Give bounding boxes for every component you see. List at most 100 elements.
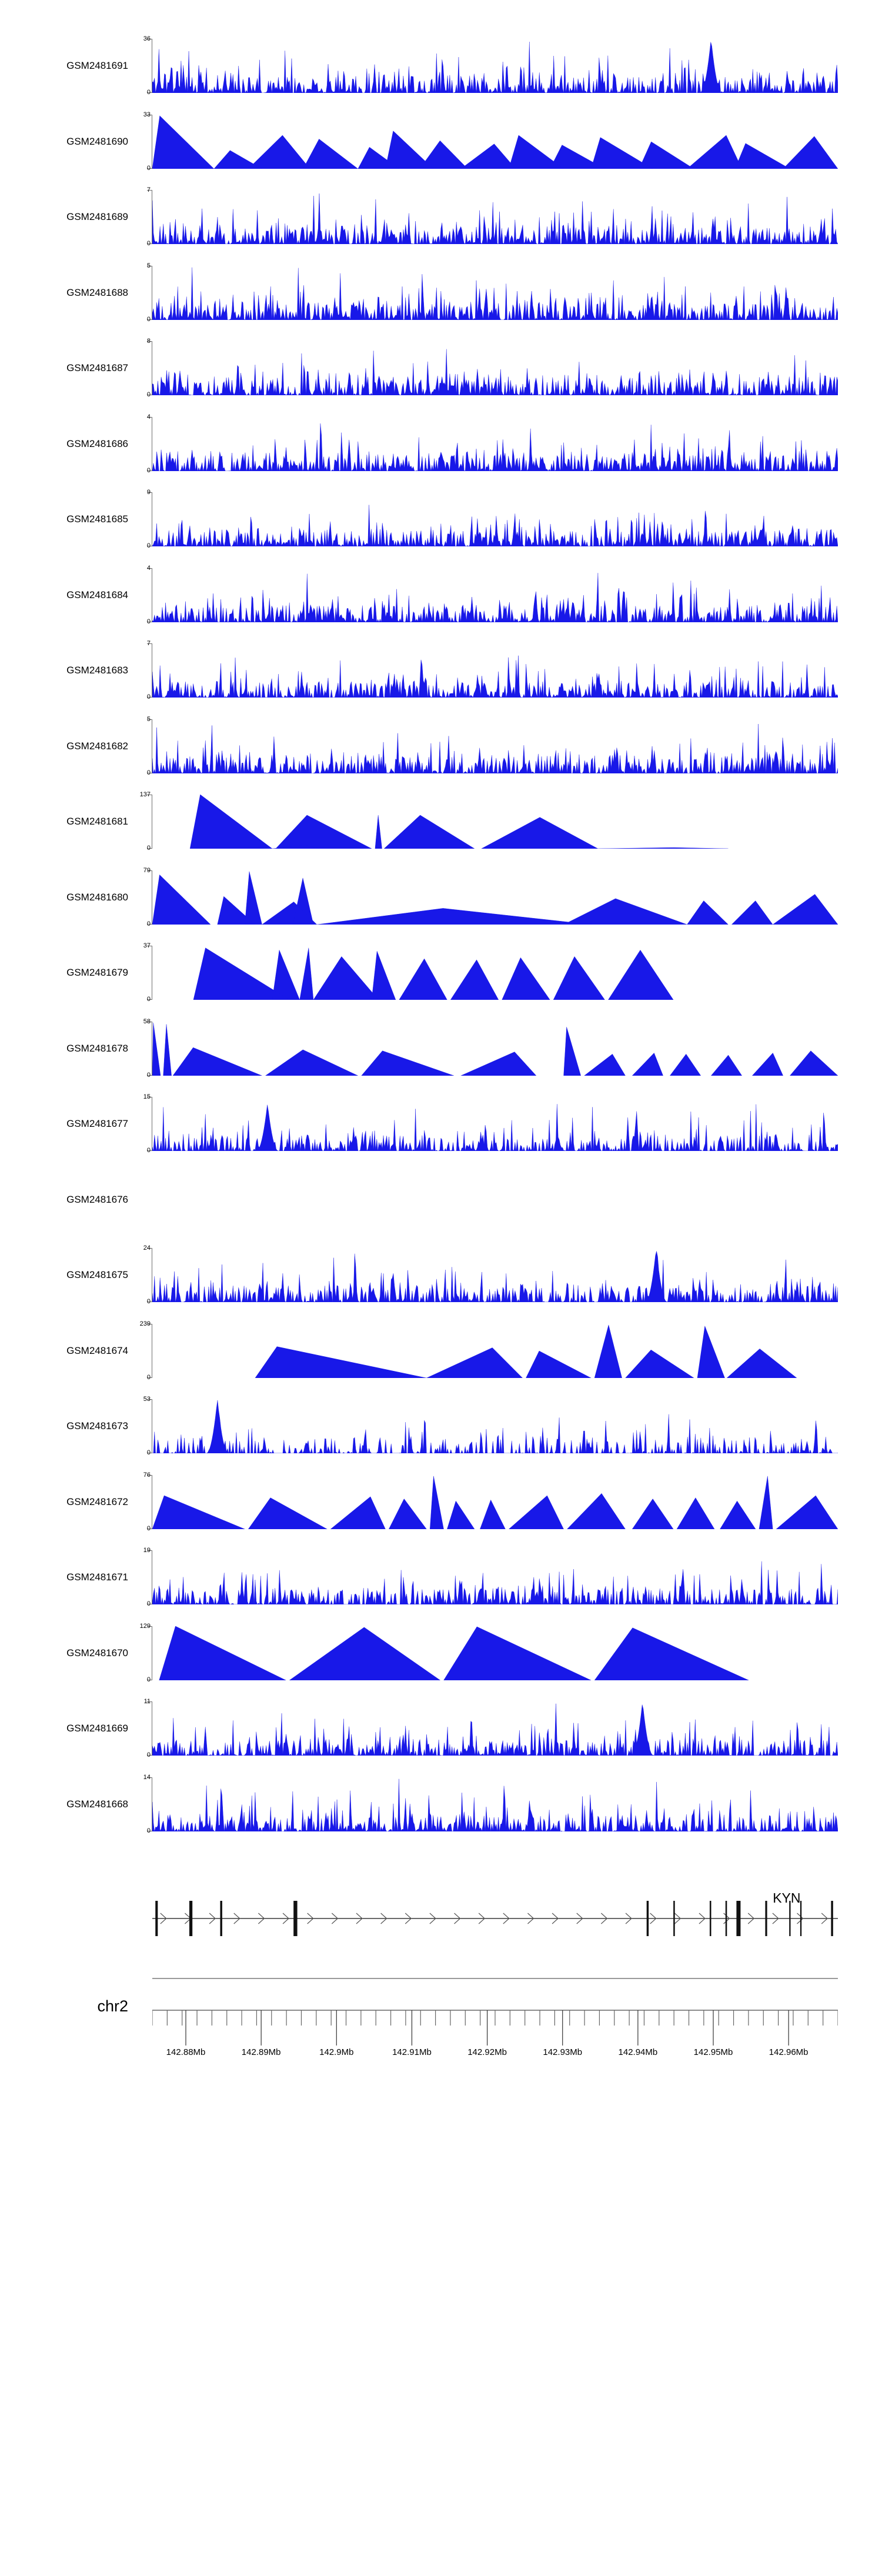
coverage-area	[152, 505, 838, 546]
coverage-plot[interactable]	[152, 1399, 838, 1453]
coverage-plot[interactable]	[152, 870, 838, 925]
strand-arrow-icon	[478, 1913, 486, 1924]
strand-arrow-icon	[625, 1913, 632, 1924]
coverage-plot[interactable]	[152, 1626, 838, 1680]
coverage-plot[interactable]	[152, 115, 838, 169]
track-label-gsm2481690[interactable]: GSM2481690	[66, 135, 128, 147]
gene-model-track[interactable]	[152, 1883, 838, 1954]
strand-arrow-icon	[821, 1913, 828, 1924]
track-label-gsm2481689[interactable]: GSM2481689	[66, 211, 128, 222]
y-axis-min-label: 0	[146, 845, 151, 852]
coverage-plot[interactable]	[152, 795, 838, 849]
y-axis-max-label: 4	[146, 564, 151, 572]
y-axis-max-label: 11	[143, 1698, 151, 1705]
track-row: GSM2481674 239 0	[0, 1320, 882, 1381]
track-label-gsm2481678[interactable]: GSM2481678	[66, 1042, 128, 1054]
strand-arrow-icon	[160, 1913, 167, 1924]
gene-exon[interactable]	[765, 1901, 767, 1936]
track-label-gsm2481675[interactable]: GSM2481675	[66, 1269, 128, 1280]
coverage-plot[interactable]	[152, 1475, 838, 1529]
y-axis-min-label: 0	[146, 164, 151, 172]
gene-exon[interactable]	[155, 1901, 158, 1936]
track-label-gsm2481683[interactable]: GSM2481683	[66, 665, 128, 676]
coverage-plot[interactable]	[152, 568, 838, 622]
y-axis-min-label: 0	[146, 693, 151, 700]
y-axis-min-label: 0	[146, 920, 151, 927]
gene-exon[interactable]	[800, 1901, 802, 1936]
gene-exon[interactable]	[709, 1901, 711, 1936]
coverage-plot[interactable]	[152, 1248, 838, 1302]
coverage-plot[interactable]	[152, 492, 838, 546]
strand-arrow-icon	[552, 1913, 559, 1924]
coverage-area	[152, 1703, 838, 1756]
track-y-axis: 33 0	[128, 111, 159, 172]
track-label-gsm2481672[interactable]: GSM2481672	[66, 1496, 128, 1507]
y-axis-min-label: 0	[146, 466, 151, 474]
y-axis-max-label: 24	[143, 1244, 151, 1252]
gene-exon[interactable]	[189, 1901, 193, 1936]
y-axis-min-label: 0	[146, 1449, 151, 1456]
track-label-gsm2481674[interactable]: GSM2481674	[66, 1344, 128, 1356]
gene-exon[interactable]	[725, 1901, 727, 1936]
track-label-gsm2481676[interactable]: GSM2481676	[66, 1193, 128, 1205]
track-label-gsm2481670[interactable]: GSM2481670	[66, 1647, 128, 1659]
coverage-plot[interactable]	[152, 341, 838, 395]
coverage-area	[189, 795, 729, 849]
coverage-plot[interactable]	[152, 1097, 838, 1151]
track-label-gsm2481687[interactable]: GSM2481687	[66, 362, 128, 373]
track-row: GSM2481681 137 0	[0, 791, 882, 852]
track-label-gsm2481685[interactable]: GSM2481685	[66, 513, 128, 525]
strand-arrow-icon	[258, 1913, 265, 1924]
strand-arrow-icon	[356, 1913, 363, 1924]
y-axis-tick-max	[147, 1248, 152, 1249]
track-label-gsm2481681[interactable]: GSM2481681	[66, 816, 128, 827]
track-label-gsm2481691[interactable]: GSM2481691	[66, 60, 128, 71]
track-label-gsm2481682[interactable]: GSM2481682	[66, 740, 128, 752]
gene-exon[interactable]	[736, 1901, 741, 1936]
track-label-gsm2481673[interactable]: GSM2481673	[66, 1420, 128, 1432]
coverage-plot[interactable]	[152, 39, 838, 93]
gene-exon[interactable]	[673, 1901, 675, 1936]
track-label-gsm2481671[interactable]: GSM2481671	[66, 1571, 128, 1583]
track-label-gsm2481684[interactable]: GSM2481684	[66, 589, 128, 600]
gene-exon[interactable]	[831, 1901, 833, 1936]
y-axis-min-label: 0	[146, 1373, 151, 1381]
coverage-plot[interactable]	[152, 1324, 838, 1378]
gene-exon[interactable]	[293, 1901, 298, 1936]
strand-arrow-icon	[331, 1913, 339, 1924]
coverage-plot[interactable]	[152, 190, 838, 244]
track-y-axis: 36 0	[128, 36, 159, 96]
strand-arrow-icon	[503, 1913, 510, 1924]
track-label-gsm2481680[interactable]: GSM2481680	[66, 891, 128, 903]
y-axis-min-label: 0	[146, 1071, 151, 1079]
strand-arrow-icon	[600, 1913, 608, 1924]
y-axis-min-label: 0	[146, 1600, 151, 1607]
track-label-gsm2481679[interactable]: GSM2481679	[66, 967, 128, 978]
track-label-gsm2481669[interactable]: GSM2481669	[66, 1723, 128, 1734]
track-row: GSM2481690 33 0	[0, 111, 882, 172]
genome-axis-ruler[interactable]	[152, 1976, 838, 2082]
track-label-gsm2481677[interactable]: GSM2481677	[66, 1118, 128, 1129]
gene-exon[interactable]	[646, 1901, 649, 1936]
coverage-plot[interactable]	[152, 1701, 838, 1756]
coverage-plot[interactable]	[152, 1777, 838, 1831]
axis-tick-label: 142.95Mb	[693, 2047, 733, 2057]
track-label-gsm2481686[interactable]: GSM2481686	[66, 438, 128, 449]
coverage-plot[interactable]	[152, 266, 838, 320]
track-label-gsm2481668[interactable]: GSM2481668	[66, 1798, 128, 1810]
gene-exon[interactable]	[220, 1901, 222, 1936]
coverage-plot[interactable]	[152, 1022, 838, 1076]
track-label-gsm2481688[interactable]: GSM2481688	[66, 286, 128, 298]
gene-exon[interactable]	[789, 1901, 791, 1936]
coverage-plot[interactable]	[152, 719, 838, 773]
y-axis-tick-min	[147, 848, 152, 849]
coverage-plot[interactable]	[152, 946, 838, 1000]
coverage-plot[interactable]	[152, 643, 838, 698]
track-row: GSM2481691 36 0	[0, 36, 882, 96]
coverage-area	[255, 1324, 797, 1378]
coverage-plot[interactable]	[152, 417, 838, 471]
coverage-plot[interactable]	[152, 1550, 838, 1604]
y-axis-max-label: 137	[139, 791, 151, 798]
